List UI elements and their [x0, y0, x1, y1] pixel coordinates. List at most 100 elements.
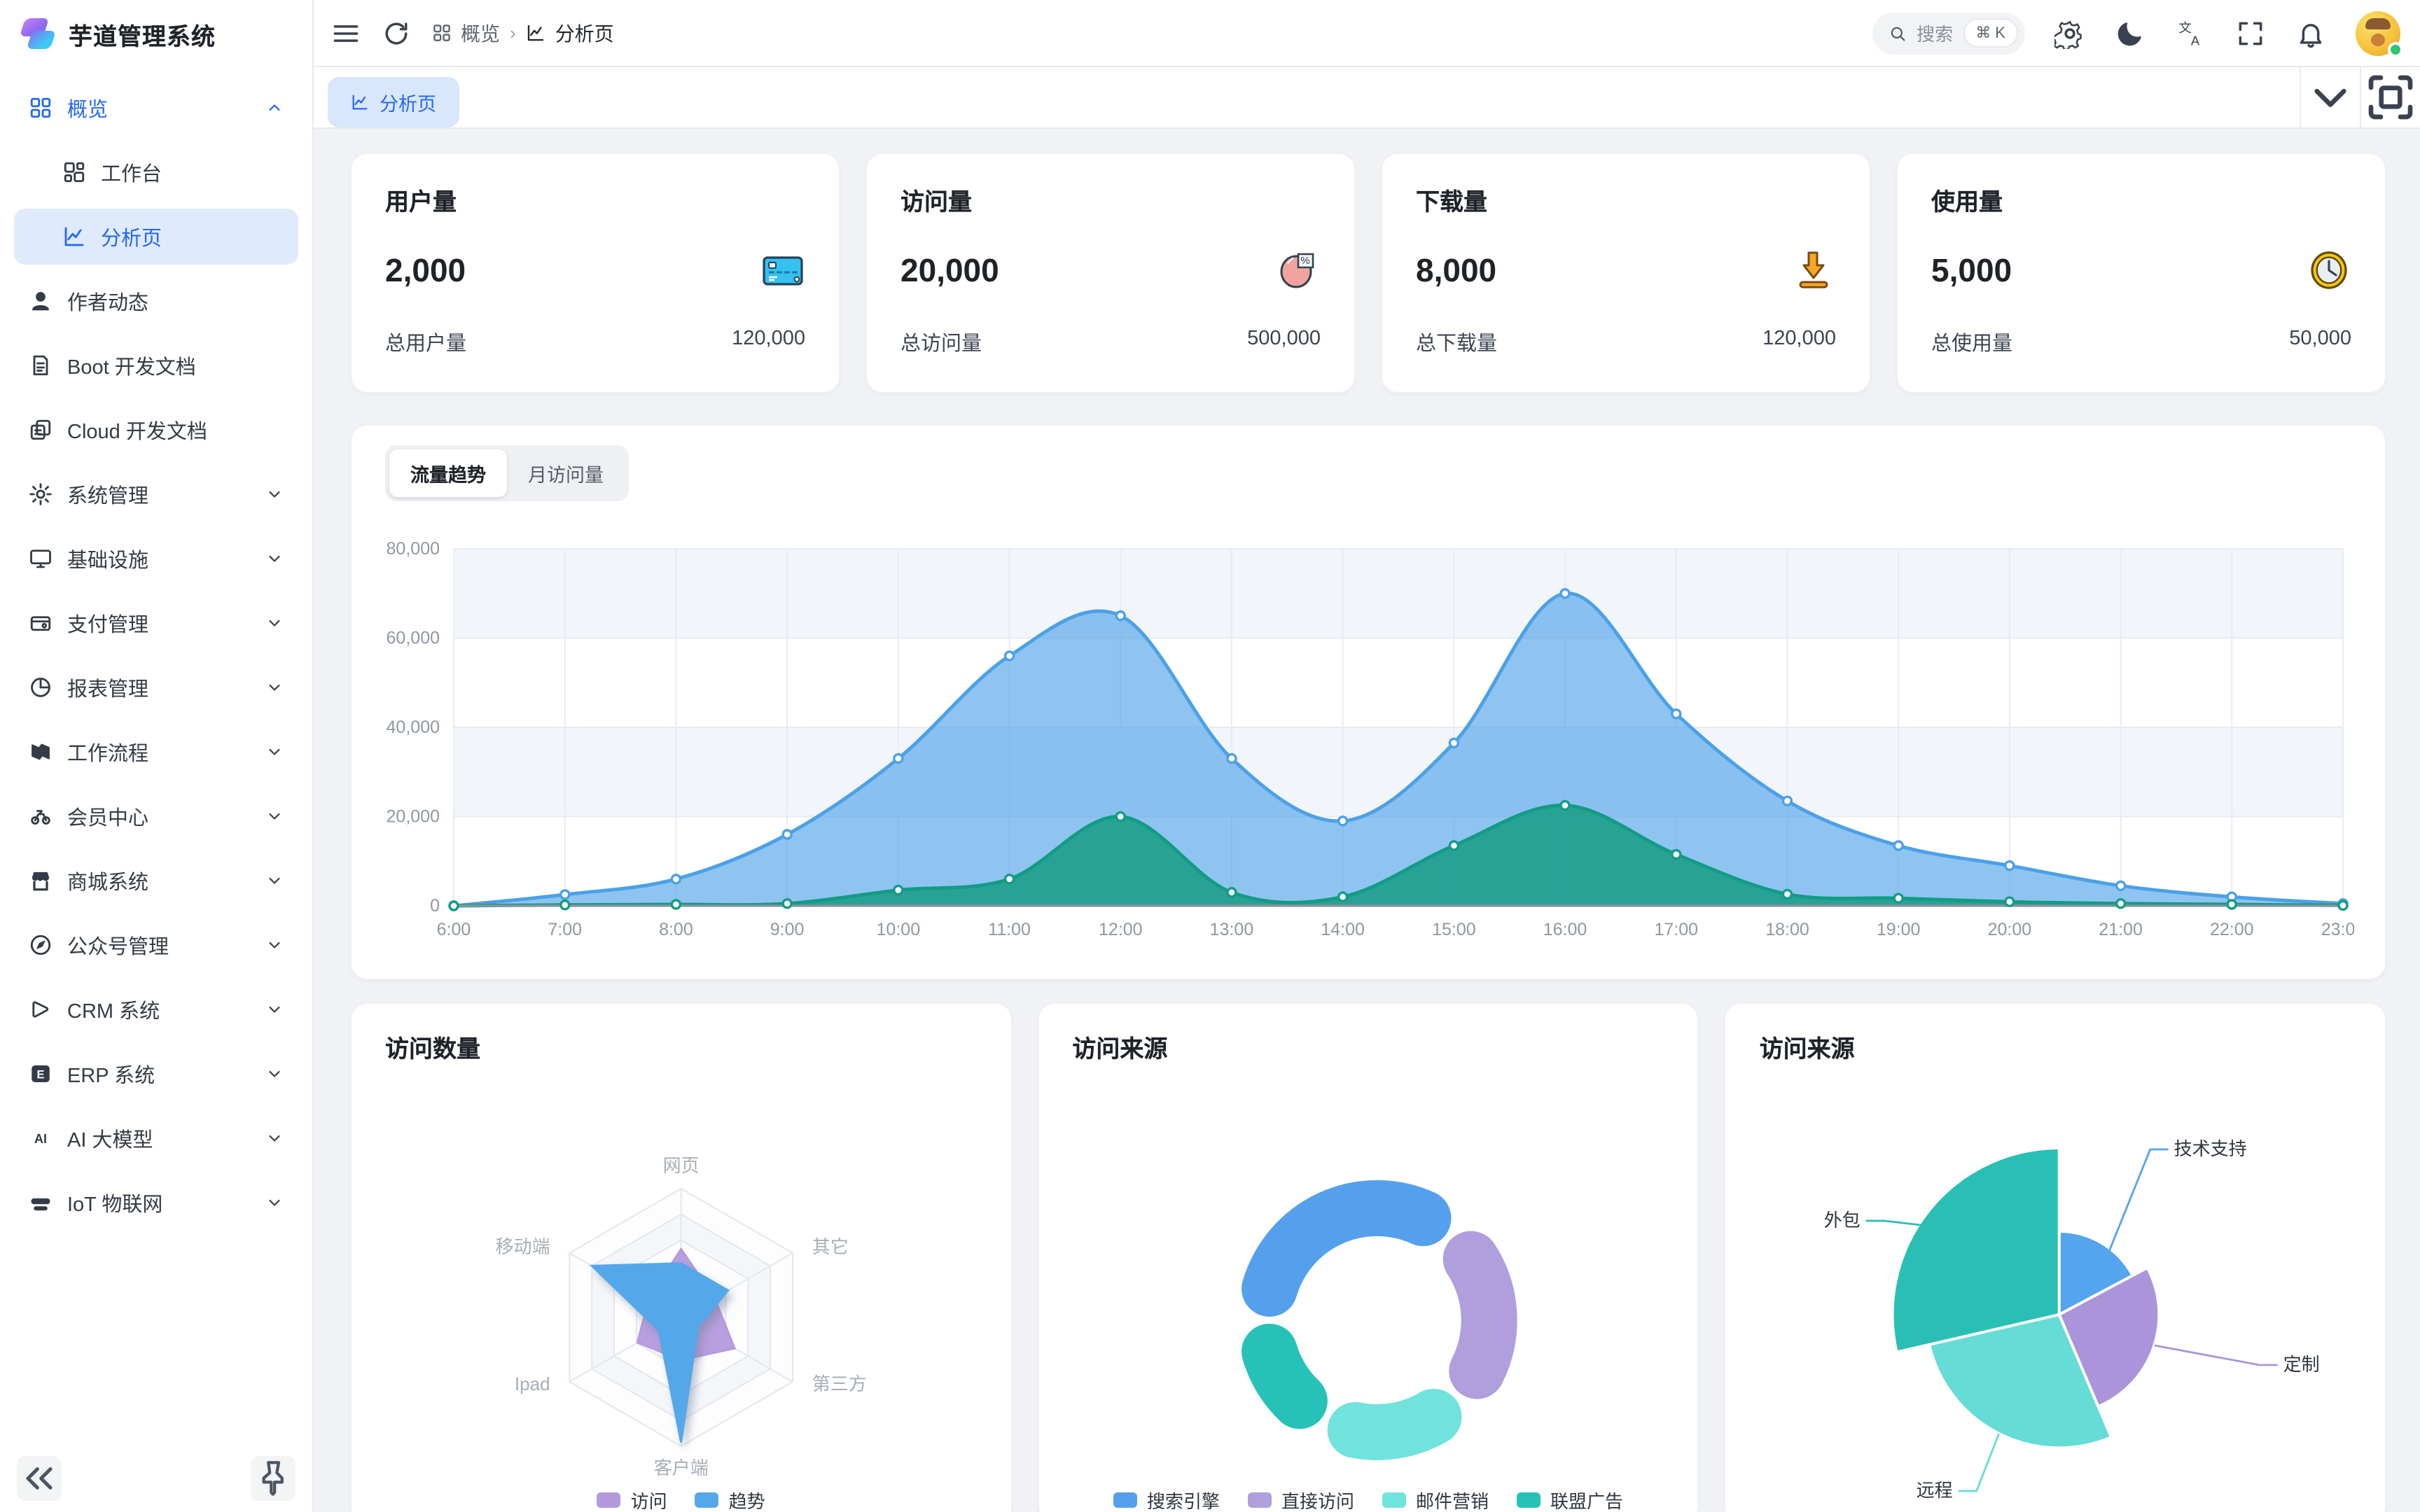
- workbench-icon: [62, 160, 87, 185]
- sidebar-footer: [0, 1445, 312, 1512]
- stat-card-downloads: 下载量 8,000 总下载量 120,000: [1381, 153, 1871, 393]
- breadcrumb-label: 分析页: [555, 22, 614, 44]
- card-title: 访问来源: [1759, 1036, 1855, 1063]
- legend-item[interactable]: 趋势: [695, 1487, 765, 1512]
- chevron-down-icon: [265, 1000, 284, 1019]
- sidebar-item-11[interactable]: 公众号管理: [14, 917, 298, 973]
- credit-card-icon: [760, 248, 805, 293]
- stat-title: 下载量: [1416, 189, 1487, 216]
- pin-sidebar-button[interactable]: [251, 1456, 295, 1501]
- stat-total-value: 500,000: [1247, 328, 1321, 350]
- card-title: 访问来源: [1072, 1036, 1168, 1063]
- svg-text:6:00: 6:00: [437, 920, 471, 939]
- logo-icon: [19, 15, 57, 52]
- sidebar-item-label: 商城系统: [67, 872, 148, 894]
- crm-icon: [28, 997, 53, 1022]
- svg-text:A: A: [2191, 33, 2200, 48]
- sidebar-item-分析页[interactable]: 分析页: [14, 209, 298, 265]
- sidebar-item-6[interactable]: 支付管理: [14, 595, 298, 651]
- legend-item[interactable]: 邮件营销: [1382, 1487, 1489, 1512]
- radar-legend: 访问 趋势: [352, 1487, 1010, 1512]
- stat-card-visits: 访问量 20,000 % 总访问量 500,000: [865, 153, 1356, 393]
- svg-text:技术支持: 技术支持: [2174, 1138, 2247, 1159]
- svg-text:20,000: 20,000: [387, 807, 440, 827]
- sidebar-item-overview[interactable]: 概览: [14, 80, 298, 136]
- member-icon: [28, 804, 53, 829]
- stat-value: 5,000: [1931, 251, 2012, 288]
- store-icon: [28, 868, 53, 893]
- fullscreen-icon[interactable]: [2235, 18, 2266, 48]
- sidebar-item-1[interactable]: 作者动态: [14, 273, 298, 329]
- search-input[interactable]: 搜索 ⌘ K: [1872, 12, 2025, 54]
- sidebar-item-2[interactable]: Boot 开发文档: [14, 337, 298, 393]
- svg-text:20:00: 20:00: [1988, 920, 2032, 939]
- chevron-down-icon: [265, 549, 284, 568]
- sidebar-item-13[interactable]: E ERP 系统: [14, 1046, 298, 1102]
- download-icon: [1791, 248, 1836, 293]
- stat-title: 使用量: [1931, 189, 2003, 216]
- sidebar-item-8[interactable]: 工作流程: [14, 724, 298, 780]
- visit-source-rose-card: 访问来源 技术支持 定制 远程 外包: [1724, 1002, 2387, 1512]
- svg-text:0: 0: [430, 896, 440, 916]
- sidebar-item-15[interactable]: IoT 物联网: [14, 1175, 298, 1231]
- legend-item[interactable]: 联盟广告: [1517, 1487, 1623, 1512]
- hamburger-menu-icon[interactable]: [331, 18, 361, 48]
- notifications-bell-icon[interactable]: [2295, 18, 2326, 48]
- chevron-down-icon: [265, 742, 284, 762]
- legend-item[interactable]: 搜索引擎: [1113, 1487, 1220, 1512]
- grid-icon: [28, 95, 53, 120]
- sidebar-item-14[interactable]: AI AI 大模型: [14, 1110, 298, 1166]
- sidebar-item-label: 基础设施: [67, 550, 148, 572]
- stat-value: 8,000: [1416, 251, 1497, 288]
- grid-icon: [431, 22, 452, 43]
- bottom-cards-row: 访问数量 网页 其它 第三方 客户端 Ipad 移动端 访问 趋势 访问来源 搜索引擎 直接访…: [350, 1002, 2387, 1512]
- main-content: 用户量 2,000 总用户量 120,000 访问量 20,000 % 总访问量: [314, 129, 2420, 1512]
- sidebar-item-工作台[interactable]: 工作台: [14, 144, 298, 200]
- pie-percent-icon: %: [1276, 248, 1321, 293]
- breadcrumb-item[interactable]: 概览: [431, 19, 500, 47]
- sidebar-item-4[interactable]: 系统管理: [14, 466, 298, 522]
- app-logo[interactable]: 芋道管理系统: [0, 0, 312, 67]
- online-status-dot: [2388, 41, 2403, 57]
- donut-legend: 搜索引擎 直接访问 邮件营销 联盟广告: [1038, 1487, 1697, 1512]
- svg-text:80,000: 80,000: [387, 539, 440, 559]
- svg-text:60,000: 60,000: [387, 629, 440, 648]
- stat-total-label: 总下载量: [1416, 333, 1497, 356]
- user-avatar[interactable]: [2356, 10, 2403, 57]
- svg-text:Ipad: Ipad: [515, 1373, 550, 1394]
- content-maximize-button[interactable]: [2360, 67, 2420, 127]
- sidebar-item-9[interactable]: 会员中心: [14, 788, 298, 844]
- card-title: 访问数量: [385, 1036, 480, 1063]
- stat-total-value: 120,000: [732, 328, 805, 350]
- chevron-down-icon: [265, 678, 284, 697]
- settings-gear-icon[interactable]: [2054, 18, 2085, 48]
- svg-text:E: E: [36, 1068, 44, 1081]
- traffic-area-chart[interactable]: 0 20,000 40,000 60,000 80,000 6:00 7:00 8:00 9:0…: [385, 510, 2354, 958]
- dark-mode-moon-icon[interactable]: [2115, 18, 2146, 48]
- visit-source-donut-chart[interactable]: [1038, 1004, 1697, 1512]
- sidebar-item-label: AI 大模型: [67, 1129, 153, 1152]
- legend-item[interactable]: 访问: [597, 1487, 667, 1512]
- tab-monthly-visits[interactable]: 月访问量: [507, 449, 625, 497]
- breadcrumb-item[interactable]: 分析页: [526, 19, 614, 47]
- sidebar-item-7[interactable]: 报表管理: [14, 659, 298, 715]
- sidebar-item-5[interactable]: 基础设施: [14, 531, 298, 587]
- refresh-icon[interactable]: [381, 18, 412, 48]
- sidebar-item-label: 分析页: [101, 227, 162, 250]
- tabs-dropdown-button[interactable]: [2300, 67, 2360, 127]
- sidebar-item-12[interactable]: CRM 系统: [14, 981, 298, 1037]
- sidebar-item-10[interactable]: 商城系统: [14, 853, 298, 909]
- stat-total-label: 总用户量: [385, 333, 466, 356]
- report-icon: [28, 675, 53, 700]
- tab-traffic-trend[interactable]: 流量趋势: [389, 449, 507, 497]
- tab-analytics-page[interactable]: 分析页: [328, 77, 459, 127]
- svg-text:14:00: 14:00: [1321, 920, 1365, 939]
- collapse-sidebar-button[interactable]: [17, 1456, 62, 1501]
- sidebar-item-3[interactable]: Cloud 开发文档: [14, 402, 298, 458]
- legend-item[interactable]: 直接访问: [1247, 1487, 1354, 1512]
- sidebar-item-label: 公众号管理: [67, 936, 169, 958]
